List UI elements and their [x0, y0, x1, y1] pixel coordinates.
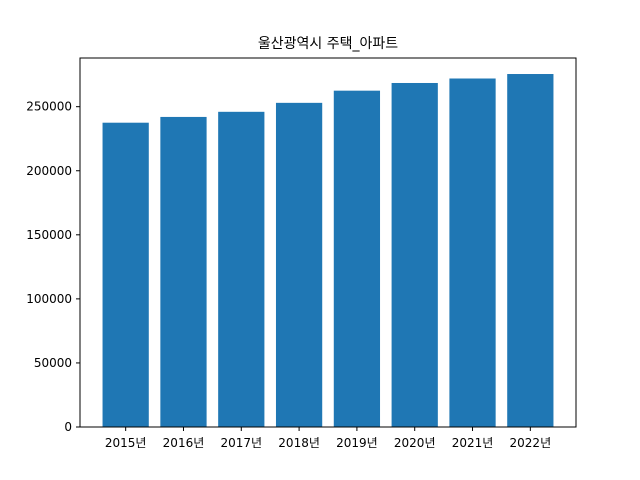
- bar-2022년: [507, 74, 554, 427]
- y-tick-label: 150000: [26, 228, 72, 242]
- y-tick-label: 250000: [26, 100, 72, 114]
- y-tick-label: 200000: [26, 164, 72, 178]
- bar-2021년: [449, 78, 496, 427]
- x-tick-label: 2017년: [220, 436, 262, 450]
- x-tick-label: 2016년: [163, 436, 205, 450]
- chart-title: 울산광역시 주택_아파트: [258, 36, 398, 52]
- bar-2020년: [391, 82, 438, 427]
- y-tick-label: 50000: [34, 356, 72, 370]
- x-axis: 2015년 2016년 2017년 2018년 2019년 2020년 2021년 2022년: [105, 427, 551, 450]
- x-tick-label: 2019년: [336, 436, 378, 450]
- y-tick-label: 100000: [26, 292, 72, 306]
- bar-2019년: [333, 90, 381, 427]
- plot-frame: [79, 57, 577, 428]
- bar-2017년: [218, 111, 265, 427]
- bar-2016년: [160, 116, 207, 427]
- bars: [102, 74, 554, 427]
- x-tick-label: 2020년: [394, 436, 436, 450]
- x-tick-label: 2015년: [105, 436, 147, 450]
- y-tick-label: 0: [64, 420, 72, 434]
- x-tick-label: 2022년: [510, 436, 552, 450]
- y-axis: 0 50000 100000 150000 200000 250000: [26, 100, 80, 434]
- x-tick-label: 2018년: [278, 436, 320, 450]
- x-tick-label: 2021년: [452, 436, 494, 450]
- bar-2018년: [275, 102, 323, 427]
- bar-2015년: [102, 122, 149, 427]
